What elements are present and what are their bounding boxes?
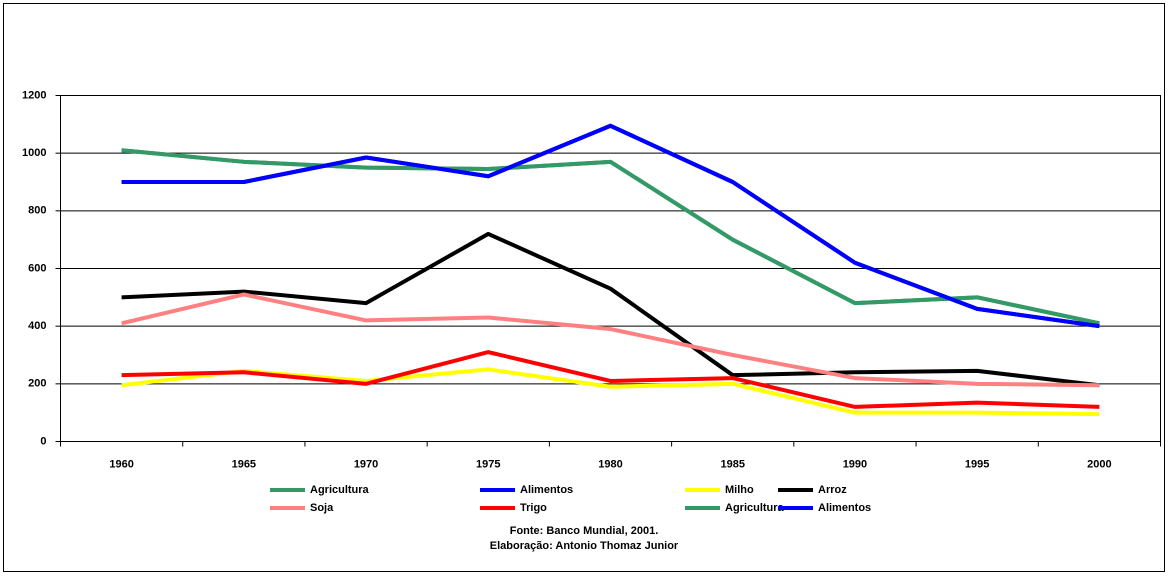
series-line bbox=[121, 292, 1100, 388]
x-tick-label: 1965 bbox=[232, 458, 256, 470]
y-tick-label: 1200 bbox=[22, 89, 46, 101]
x-tick-label: 1960 bbox=[109, 458, 133, 470]
legend-label: Alimentos bbox=[818, 502, 871, 514]
x-tick-label: 1985 bbox=[720, 458, 744, 470]
x-tick-label: 1995 bbox=[965, 458, 989, 470]
legend-label: Agricultura bbox=[310, 484, 370, 496]
series-line bbox=[121, 350, 1100, 409]
legend-label: Arroz bbox=[818, 484, 847, 496]
y-tick-label: 600 bbox=[28, 262, 46, 274]
legend-label: Alimentos bbox=[520, 484, 573, 496]
series-line bbox=[121, 123, 1100, 329]
y-tick-label: 1000 bbox=[22, 147, 46, 159]
legend-label: Agricultura bbox=[725, 502, 785, 514]
y-tick-label: 200 bbox=[28, 378, 46, 390]
series-line bbox=[121, 231, 1100, 388]
x-tick-label: 1975 bbox=[476, 458, 500, 470]
x-tick-label: 1990 bbox=[843, 458, 867, 470]
series-line bbox=[121, 148, 1100, 326]
x-tick-label: 1970 bbox=[354, 458, 378, 470]
legend-label: Trigo bbox=[520, 502, 547, 514]
x-tick-label: 1980 bbox=[598, 458, 622, 470]
y-tick-label: 0 bbox=[40, 435, 46, 447]
legend-label: Milho bbox=[725, 484, 754, 496]
x-tick-label: 2000 bbox=[1087, 458, 1111, 470]
source-note: Fonte: Banco Mundial, 2001. bbox=[510, 525, 659, 537]
author-note: Elaboração: Antonio Thomaz Junior bbox=[490, 540, 679, 552]
legend-label: Soja bbox=[310, 502, 334, 514]
y-tick-label: 800 bbox=[28, 205, 46, 217]
y-tick-label: 400 bbox=[28, 320, 46, 332]
